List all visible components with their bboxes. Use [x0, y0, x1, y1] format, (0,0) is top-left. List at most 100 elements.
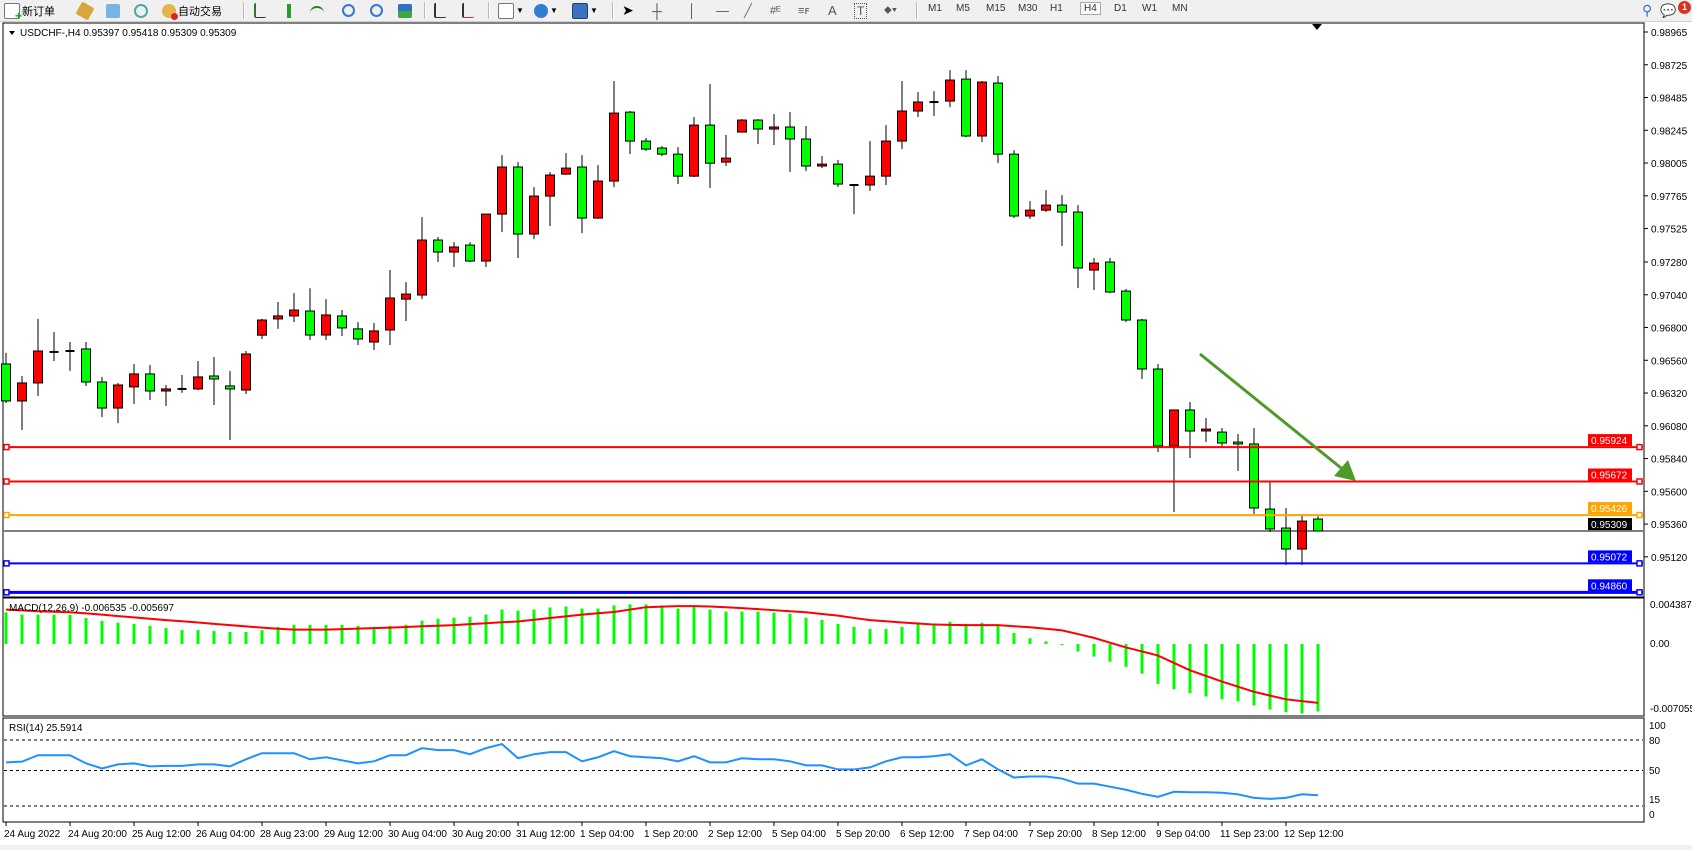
macd-histogram-bar	[453, 618, 456, 644]
zoom-in-button[interactable]	[342, 2, 357, 19]
time-tick-label: 2 Sep 12:00	[708, 829, 762, 840]
signals-button[interactable]	[134, 2, 150, 19]
level-handle-left[interactable]	[4, 590, 9, 595]
candle-body	[1186, 410, 1195, 431]
timeframe-m15[interactable]: M15	[986, 3, 1005, 14]
candle-body	[210, 376, 219, 379]
macd-histogram-bar	[997, 626, 1000, 644]
candle-doji	[66, 350, 75, 352]
macd-histogram-bar	[1141, 644, 1144, 674]
fibo-expansion-button[interactable]: #ᴱ	[770, 2, 781, 19]
toolbar-separator	[243, 2, 245, 19]
macd-histogram-bar	[1093, 644, 1096, 657]
time-tick-label: 9 Sep 04:00	[1156, 829, 1210, 840]
macd-histogram-bar	[853, 627, 856, 644]
chart-shift-icon	[462, 3, 474, 18]
candle-body	[882, 141, 891, 176]
tile-windows-button[interactable]	[398, 2, 414, 19]
fibo-channel-button[interactable]: ≡ꜰ	[798, 2, 810, 19]
rsi-tick-label: 0	[1649, 810, 1655, 821]
time-tick-label: 12 Sep 12:00	[1284, 829, 1344, 840]
level-handle-left[interactable]	[4, 561, 9, 566]
candle-body	[434, 240, 443, 252]
macd-histogram-bar	[901, 627, 904, 644]
timeframe-mn[interactable]: MN	[1172, 3, 1188, 14]
auto-trading-button[interactable]: 自动交易	[162, 2, 222, 19]
indicators-icon	[498, 3, 514, 19]
notification-button[interactable]: 💬	[1660, 2, 1676, 19]
timeframe-m30[interactable]: M30	[1018, 3, 1037, 14]
timeframe-w1[interactable]: W1	[1142, 3, 1157, 14]
candle	[834, 160, 843, 187]
crosshair-button[interactable]: ┼	[652, 2, 662, 19]
vertical-line-icon: │	[688, 3, 696, 18]
timeframe-m5[interactable]: M5	[956, 3, 970, 14]
candle-body	[34, 351, 43, 383]
level-handle-left[interactable]	[4, 479, 9, 484]
line-chart-button[interactable]	[310, 2, 326, 19]
auto-scroll-button[interactable]	[434, 2, 448, 19]
level-handle-right[interactable]	[1637, 513, 1642, 518]
timeframe-d1[interactable]: D1	[1114, 3, 1127, 14]
auto-trading-label: 自动交易	[178, 3, 222, 19]
candle-body	[1090, 263, 1099, 270]
candle-body	[322, 315, 331, 335]
candle	[690, 117, 699, 177]
periods-button[interactable]: ▼	[534, 2, 558, 19]
macd-histogram-bar	[1157, 644, 1160, 684]
crosshair-icon: ┼	[652, 3, 662, 19]
history-button[interactable]	[78, 2, 94, 19]
arrows-button[interactable]: ⬥▾	[884, 2, 897, 19]
macd-tick-label: 0.00	[1650, 639, 1670, 650]
rsi-tick-label: 80	[1649, 736, 1661, 747]
text-label-button[interactable]: T	[854, 2, 867, 19]
rsi-tick-label: 100	[1649, 721, 1666, 732]
cursor-button[interactable]: ➤	[622, 2, 634, 19]
macd-histogram-bar	[5, 612, 8, 644]
tile-windows-icon	[398, 4, 412, 18]
search-button[interactable]: ⚲	[1642, 2, 1652, 19]
time-tick-label: 29 Aug 12:00	[324, 829, 383, 840]
market-button[interactable]	[106, 2, 122, 19]
level-handle-right[interactable]	[1637, 479, 1642, 484]
macd-histogram-bar	[885, 629, 888, 644]
timeframe-h1[interactable]: H1	[1050, 3, 1063, 14]
templates-button[interactable]: ▼	[572, 2, 598, 19]
candle-body	[738, 120, 747, 132]
chart-shift-button[interactable]	[462, 2, 476, 19]
level-handle-right[interactable]	[1637, 561, 1642, 566]
macd-histogram-bar	[501, 610, 504, 644]
trendline-button[interactable]: ╱	[744, 2, 752, 19]
candle-body	[642, 141, 651, 149]
candle-body	[162, 389, 171, 391]
candlestick-button[interactable]	[282, 2, 298, 19]
macd-histogram-bar	[149, 626, 152, 644]
macd-histogram-bar	[373, 627, 376, 644]
candle-body	[402, 294, 411, 299]
zoom-out-button[interactable]	[370, 2, 385, 19]
text-button[interactable]: A	[828, 2, 837, 19]
candle-body	[498, 167, 507, 214]
bar-chart-button[interactable]	[254, 2, 268, 19]
horizontal-line-button[interactable]: —	[716, 2, 729, 19]
rsi-label: RSI(14) 25.5914	[9, 723, 83, 734]
macd-histogram-bar	[245, 632, 248, 644]
indicators-button[interactable]: ▼	[498, 2, 524, 19]
timeframe-h4[interactable]: H4	[1080, 2, 1101, 15]
new-order-button[interactable]: + 新订单	[4, 2, 55, 19]
timeframe-m1[interactable]: M1	[928, 3, 942, 14]
level-handle-left[interactable]	[4, 445, 9, 450]
candle	[962, 70, 971, 137]
notification-icon: 💬	[1660, 3, 1676, 19]
price-tick-label: 0.98725	[1651, 61, 1688, 72]
level-handle-right[interactable]	[1637, 445, 1642, 450]
level-handle-left[interactable]	[4, 513, 9, 518]
vertical-line-button[interactable]: │	[688, 2, 696, 19]
macd-histogram-bar	[309, 625, 312, 644]
candle-body	[866, 176, 875, 185]
macd-histogram-bar	[133, 624, 136, 644]
candle-body	[146, 374, 155, 391]
candle-body	[1058, 205, 1067, 212]
level-handle-right[interactable]	[1637, 590, 1642, 595]
